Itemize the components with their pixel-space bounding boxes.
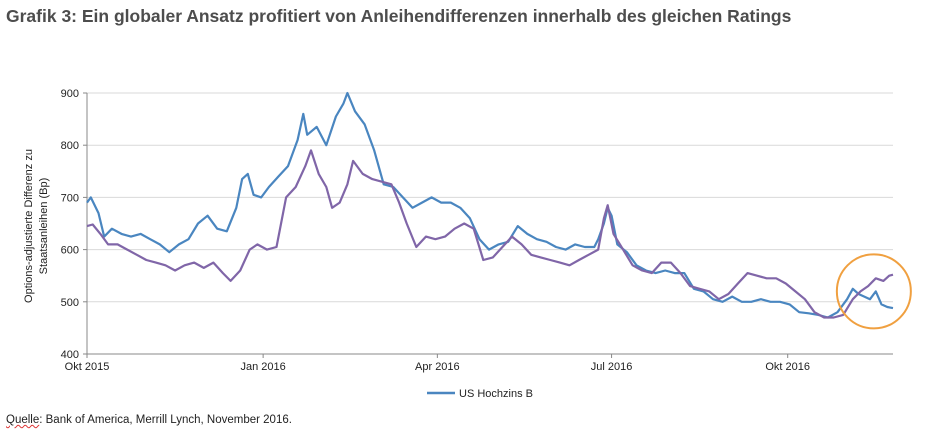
x-tick-label: Okt 2016 xyxy=(765,361,810,373)
x-tick-label: Jul 2016 xyxy=(591,361,633,373)
x-tick-label: Apr 2016 xyxy=(415,361,460,373)
line-chart: 400 500 600 700 800 900 Okt 2015 Jan 2016 Apr 20… xyxy=(23,88,912,400)
y-tick-label: 900 xyxy=(61,88,79,100)
y-axis-label-line1: Options-adjustierte Differenz zu xyxy=(23,149,35,303)
series-line-2 xyxy=(86,149,894,319)
legend: US Hochzins B xyxy=(427,388,533,400)
x-tick-label: Okt 2015 xyxy=(65,361,110,373)
y-tick-label: 600 xyxy=(61,245,79,257)
series-line-1 xyxy=(86,91,894,319)
series-group xyxy=(86,91,912,330)
chart-title: Grafik 3: Ein globaler Ansatz profitiert… xyxy=(6,6,792,26)
source-note: Quelle: Bank of America, Merrill Lynch, … xyxy=(6,414,292,426)
highlight-circle xyxy=(835,253,912,330)
y-tick-label: 500 xyxy=(61,297,79,309)
y-axis-label-line2: Staatsanleihen (Bp) xyxy=(38,178,50,275)
legend-label: US Hochzins B xyxy=(459,388,533,400)
source-prefix: Quelle xyxy=(6,414,40,426)
y-tick-label: 800 xyxy=(61,140,79,152)
y-tick-label: 700 xyxy=(61,192,79,204)
x-tick-label: Jan 2016 xyxy=(241,361,286,373)
source-text: : Bank of America, Merrill Lynch, Novemb… xyxy=(39,414,292,426)
y-tick-label: 400 xyxy=(61,349,79,361)
axes-group: 400 500 600 700 800 900 Okt 2015 Jan 2016 Apr 20… xyxy=(61,88,893,373)
